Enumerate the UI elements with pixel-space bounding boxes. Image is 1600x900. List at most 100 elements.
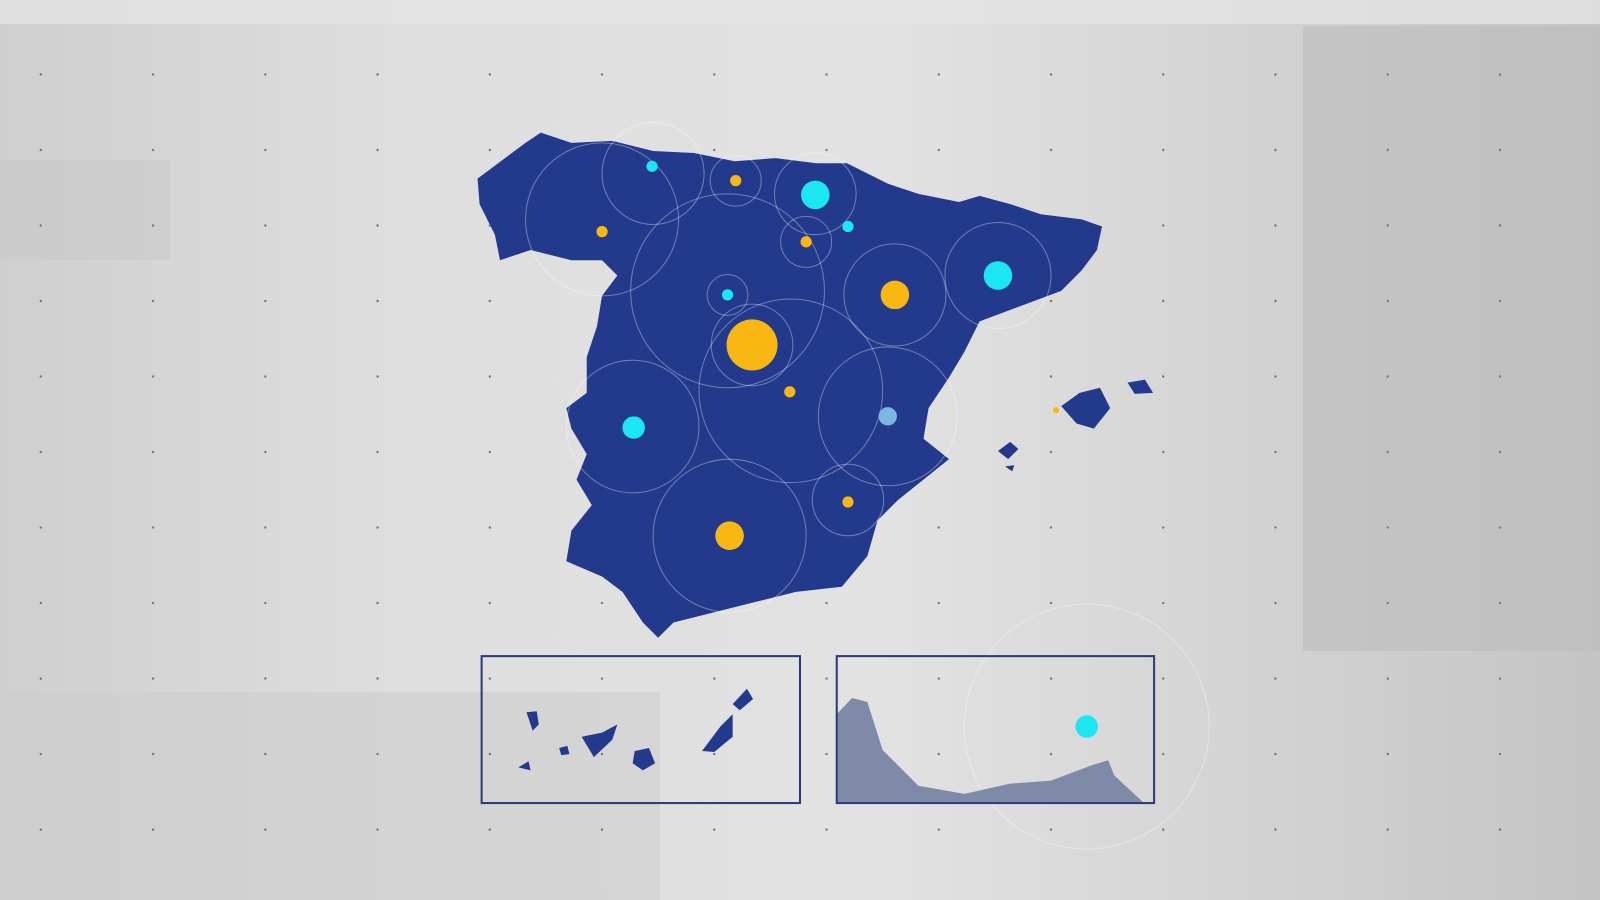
grid-dot xyxy=(151,148,155,152)
grid-dot xyxy=(937,73,940,76)
grid-dot xyxy=(1049,526,1053,529)
grid-dot xyxy=(39,601,43,605)
grid-dot xyxy=(488,752,492,756)
bg-panel-bottom xyxy=(0,692,660,900)
grid-dot xyxy=(1162,73,1165,76)
grid-dot xyxy=(376,148,379,152)
grid-dot xyxy=(713,677,716,680)
grid-dot xyxy=(1162,224,1165,227)
grid-dot xyxy=(39,224,43,227)
radius-ring xyxy=(780,215,833,268)
grid-dot xyxy=(1498,450,1502,454)
mallorca xyxy=(1061,387,1111,429)
grid-dot xyxy=(600,677,604,680)
grid-dot xyxy=(825,752,828,756)
grid-dot xyxy=(825,677,828,680)
radius-ring xyxy=(709,154,762,207)
tenerife xyxy=(581,724,618,758)
grid-dot xyxy=(937,828,940,831)
grid-dot xyxy=(264,828,267,831)
grid-dot xyxy=(39,73,43,76)
grid-dot xyxy=(264,299,267,303)
grid-dot xyxy=(264,73,267,76)
marker-cyan-west xyxy=(622,416,645,439)
grid-dot xyxy=(151,375,155,378)
grid-dot xyxy=(488,73,492,76)
grid-dot xyxy=(376,828,379,831)
grid-dot xyxy=(1274,450,1277,454)
grid-dot xyxy=(488,601,492,605)
grid-dot xyxy=(600,601,604,605)
radius-ring xyxy=(710,303,794,387)
grid-dot xyxy=(825,73,828,76)
grid-dot xyxy=(1162,375,1165,378)
grid-dot xyxy=(264,601,267,605)
grid-dot xyxy=(1274,148,1277,152)
grid-dot xyxy=(488,828,492,831)
marker-yellow-balearic xyxy=(1053,407,1060,414)
lanzarote xyxy=(732,688,754,711)
marker-cyan-north-east-coast xyxy=(842,220,854,233)
marker-cyan-north xyxy=(801,180,830,210)
grid-dot xyxy=(713,828,716,831)
marker-cyan-north-inland xyxy=(721,289,734,301)
marker-yellow-north-coast xyxy=(730,175,742,187)
grid-dot xyxy=(264,375,267,378)
grid-dot xyxy=(825,148,828,152)
grid-dot xyxy=(1498,601,1502,605)
grid-dot xyxy=(376,224,379,227)
grid-dot xyxy=(1162,450,1165,454)
grid-dot xyxy=(1498,148,1502,152)
grid-dot xyxy=(1049,450,1053,454)
grid-dot xyxy=(264,148,267,152)
grid-dot xyxy=(1274,601,1277,605)
grid-dot xyxy=(1274,73,1277,76)
radius-ring xyxy=(944,221,1052,330)
la-gomera xyxy=(559,745,570,756)
marker-cyan-northeast xyxy=(983,261,1013,290)
inset-canary-islands xyxy=(480,655,802,805)
marker-light-blue-east xyxy=(878,407,897,426)
bg-panel-right xyxy=(1303,26,1600,651)
grid-dot xyxy=(39,677,43,680)
grid-dot xyxy=(376,73,379,76)
fuerteventura xyxy=(702,714,733,753)
radius-ring xyxy=(963,603,1210,850)
grid-dot xyxy=(1162,299,1165,303)
grid-dot xyxy=(39,828,43,831)
marker-yellow-south xyxy=(715,521,744,550)
spain-mainland xyxy=(477,132,1103,638)
marker-yellow-north-central xyxy=(800,236,812,248)
grid-dot xyxy=(1498,526,1502,529)
grid-dot xyxy=(151,299,155,303)
grid-dot xyxy=(1162,601,1165,605)
grid-dot xyxy=(1274,375,1277,378)
grid-dot xyxy=(1162,677,1165,680)
grid-dot xyxy=(825,601,828,605)
grid-dot xyxy=(376,526,379,529)
grid-dot xyxy=(1386,601,1389,605)
grid-dot xyxy=(1386,224,1389,227)
grid-dot xyxy=(1498,73,1502,76)
grid-dot xyxy=(264,224,267,227)
grid-dot xyxy=(376,601,379,605)
grid-dot xyxy=(1274,828,1277,831)
grid-dot xyxy=(713,73,716,76)
grid-dot xyxy=(488,526,492,529)
north-africa-coast xyxy=(836,697,1143,803)
grid-dot xyxy=(151,73,155,76)
grid-dot xyxy=(1049,73,1053,76)
radius-ring xyxy=(706,273,749,316)
grid-dot xyxy=(1386,677,1389,680)
grid-dot xyxy=(376,450,379,454)
grid-dot xyxy=(1274,526,1277,529)
grid-dot xyxy=(151,224,155,227)
marker-yellow-northwest xyxy=(596,226,608,238)
marker-cyan-north-west-coast xyxy=(646,160,658,172)
grid-dot xyxy=(937,148,940,152)
grid-dot xyxy=(937,752,940,756)
grid-dot xyxy=(488,299,492,303)
radius-ring xyxy=(811,463,885,537)
grid-dot xyxy=(1386,752,1389,756)
grid-dot xyxy=(1049,752,1053,756)
